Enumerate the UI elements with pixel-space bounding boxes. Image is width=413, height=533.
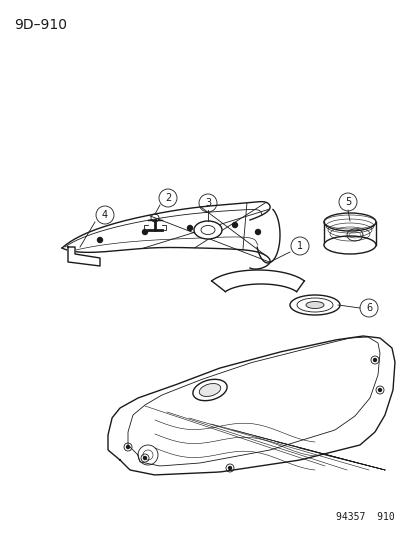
Circle shape [373, 359, 375, 361]
Circle shape [377, 389, 380, 392]
Circle shape [126, 446, 129, 448]
Circle shape [97, 238, 102, 243]
Text: 9D–910: 9D–910 [14, 18, 67, 32]
Text: 94357  910: 94357 910 [335, 512, 394, 522]
Text: 5: 5 [344, 197, 350, 207]
Text: 1: 1 [296, 241, 302, 251]
Ellipse shape [296, 298, 332, 312]
Circle shape [187, 225, 192, 230]
Polygon shape [211, 270, 304, 292]
Ellipse shape [323, 213, 375, 231]
Ellipse shape [305, 302, 323, 309]
Ellipse shape [192, 379, 227, 401]
Polygon shape [68, 247, 100, 266]
Ellipse shape [323, 236, 375, 254]
Ellipse shape [194, 221, 221, 239]
Text: 4: 4 [102, 210, 108, 220]
Ellipse shape [289, 295, 339, 315]
Circle shape [255, 230, 260, 235]
Polygon shape [108, 336, 394, 475]
Polygon shape [62, 201, 279, 269]
Ellipse shape [199, 384, 220, 397]
Circle shape [228, 466, 231, 470]
Circle shape [142, 230, 147, 235]
Circle shape [143, 456, 146, 459]
Text: 2: 2 [164, 193, 171, 203]
Text: 3: 3 [204, 198, 211, 208]
Circle shape [232, 222, 237, 228]
Text: 6: 6 [365, 303, 371, 313]
